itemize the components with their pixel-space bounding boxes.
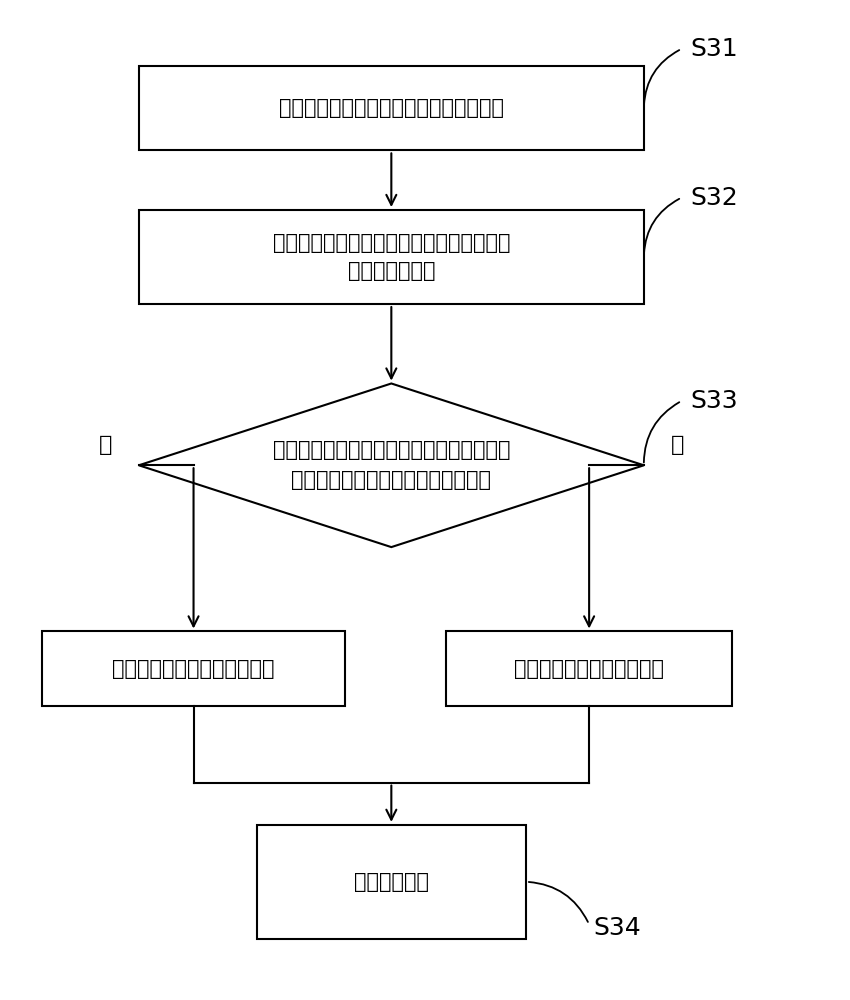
Text: 关闭测试装置: 关闭测试装置: [354, 872, 429, 892]
Bar: [139, 210, 643, 304]
Text: S34: S34: [593, 916, 641, 940]
Bar: [139, 66, 643, 150]
Text: 开启测试装置电源，设置电压、时间、漏电
流参数，观察介电层是否有缺陷现象: 开启测试装置电源，设置电压、时间、漏电 流参数，观察介电层是否有缺陷现象: [273, 440, 510, 490]
Text: 微流控芯片介电层质量不合格: 微流控芯片介电层质量不合格: [112, 659, 275, 679]
Text: 微流控芯片介电层质量合格: 微流控芯片介电层质量合格: [514, 659, 664, 679]
Bar: [257, 825, 526, 939]
Bar: [446, 631, 732, 706]
Text: S32: S32: [690, 186, 738, 210]
Text: 否: 否: [671, 435, 684, 455]
Text: S31: S31: [690, 37, 738, 61]
Text: 将微流控芯片的背部电极与测试装置接通: 将微流控芯片的背部电极与测试装置接通: [279, 98, 504, 118]
Bar: [42, 631, 345, 706]
Text: 测试装置的另一端电极探头浸入导电溶液层
并与疏水层接触: 测试装置的另一端电极探头浸入导电溶液层 并与疏水层接触: [273, 233, 510, 281]
Text: 是: 是: [99, 435, 112, 455]
Text: S33: S33: [690, 389, 738, 413]
Polygon shape: [139, 383, 643, 547]
